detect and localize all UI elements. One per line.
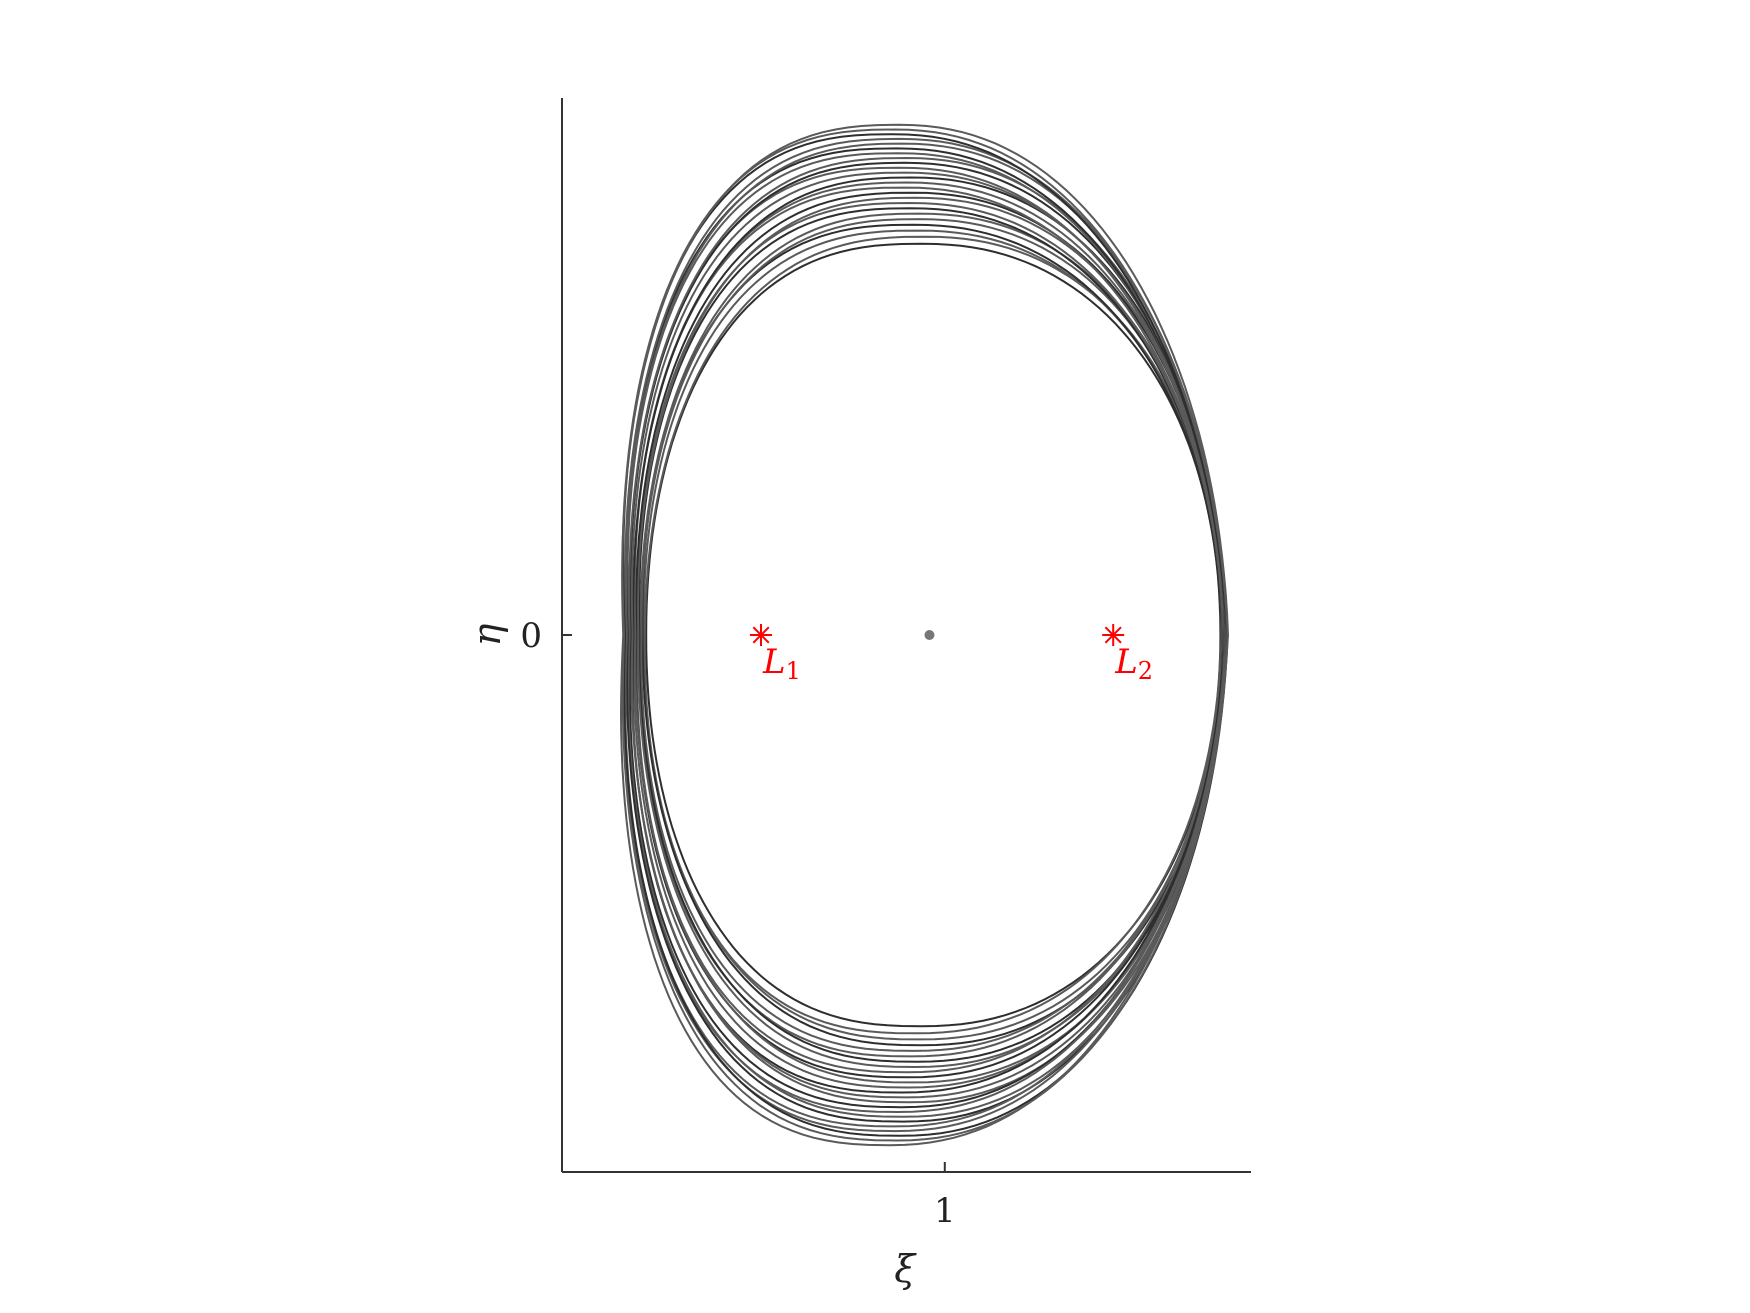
x-tick-label: 1 [934, 1191, 956, 1231]
orbit-trajectories [619, 123, 1230, 1147]
lagrange-point-marker [750, 624, 772, 646]
orbit-loop [645, 242, 1222, 1028]
lagrange-point-subscript: 1 [786, 657, 801, 685]
orbit-loop [640, 218, 1224, 1052]
primary-body-point [924, 630, 935, 640]
lagrange-point-name: L [762, 642, 786, 682]
orbit-loop [642, 229, 1223, 1041]
orbit-loop [619, 123, 1230, 1147]
x-axis-label: ξ [894, 1247, 917, 1291]
orbit-loop [638, 207, 1224, 1063]
lagrange-point-subscript: 2 [1138, 657, 1153, 685]
lagrange-point-marker [1102, 624, 1125, 646]
lagrange-point-label: L1 [762, 642, 801, 685]
lagrange-point-label: L2 [1114, 642, 1153, 685]
y-tick-label: 0 [520, 616, 542, 656]
y-axis-label: η [465, 623, 509, 646]
lagrange-points: L1 L2 [750, 624, 1153, 685]
lagrange-point-name: L [1114, 642, 1138, 682]
axes: 1 0 ξ η [465, 98, 1251, 1291]
